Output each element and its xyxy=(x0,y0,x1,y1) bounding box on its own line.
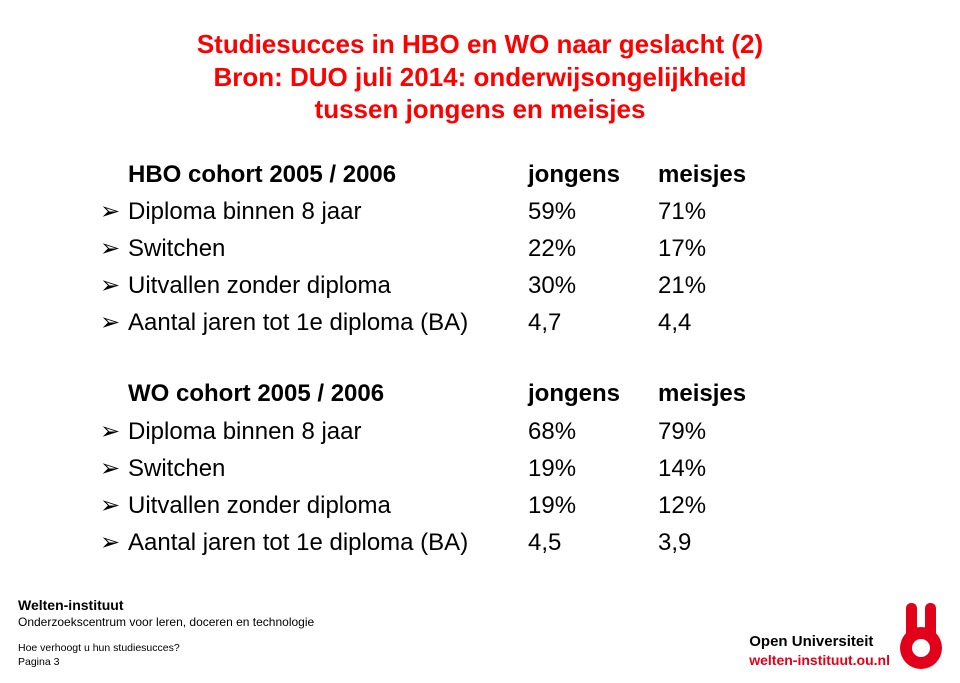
row-c2: 79% xyxy=(658,413,778,450)
footer-page: Pagina 3 xyxy=(18,655,314,669)
table-row: ➢ Switchen 22% 17% xyxy=(100,230,920,267)
row-label: Aantal jaren tot 1e diploma (BA) xyxy=(128,304,528,341)
row-c2: 21% xyxy=(658,267,778,304)
hbo-col2: meisjes xyxy=(658,156,778,193)
hbo-header-row: HBO cohort 2005 / 2006 jongens meisjes xyxy=(100,156,920,193)
row-c1: 19% xyxy=(528,487,658,524)
footer-presentation: Hoe verhoogt u hun studiesucces? xyxy=(18,641,314,655)
bullet-icon: ➢ xyxy=(100,450,128,487)
row-c2: 3,9 xyxy=(658,524,778,561)
row-c2: 71% xyxy=(658,193,778,230)
table-row: ➢ Uitvallen zonder diploma 19% 12% xyxy=(100,487,920,524)
row-c1: 22% xyxy=(528,230,658,267)
table-row: ➢ Diploma binnen 8 jaar 59% 71% xyxy=(100,193,920,230)
row-c2: 4,4 xyxy=(658,304,778,341)
wo-header-label: WO cohort 2005 / 2006 xyxy=(128,375,528,412)
row-label: Diploma binnen 8 jaar xyxy=(128,193,528,230)
footer: Welten-instituut Onderzoekscentrum voor … xyxy=(18,596,942,669)
title-line-1: Studiesucces in HBO en WO naar geslacht … xyxy=(40,28,920,61)
bullet-icon: ➢ xyxy=(100,193,128,230)
hbo-table: HBO cohort 2005 / 2006 jongens meisjes ➢… xyxy=(100,156,920,342)
bullet-icon: ➢ xyxy=(100,413,128,450)
table-row: ➢ Switchen 19% 14% xyxy=(100,450,920,487)
row-c1: 68% xyxy=(528,413,658,450)
hbo-col1: jongens xyxy=(528,156,658,193)
bullet-icon: ➢ xyxy=(100,524,128,561)
wo-col1: jongens xyxy=(528,375,658,412)
footer-wi: welten-instituut.ou.nl xyxy=(749,652,890,670)
hbo-header-label: HBO cohort 2005 / 2006 xyxy=(128,156,528,193)
title-line-2: Bron: DUO juli 2014: onderwijsongelijkhe… xyxy=(40,61,920,94)
row-label: Switchen xyxy=(128,450,528,487)
bullet-icon: ➢ xyxy=(100,267,128,304)
table-row: ➢ Aantal jaren tot 1e diploma (BA) 4,7 4… xyxy=(100,304,920,341)
row-c1: 59% xyxy=(528,193,658,230)
footer-ou: Open Universiteit xyxy=(749,633,890,652)
wo-col2: meisjes xyxy=(658,375,778,412)
row-label: Uitvallen zonder diploma xyxy=(128,267,528,304)
footer-right: Open Universiteit welten-instituut.ou.nl xyxy=(749,603,942,669)
row-c1: 30% xyxy=(528,267,658,304)
row-c2: 14% xyxy=(658,450,778,487)
row-label: Switchen xyxy=(128,230,528,267)
row-c1: 4,7 xyxy=(528,304,658,341)
wo-table: WO cohort 2005 / 2006 jongens meisjes ➢ … xyxy=(100,375,920,561)
title-line-3: tussen jongens en meisjes xyxy=(40,93,920,126)
row-label: Diploma binnen 8 jaar xyxy=(128,413,528,450)
row-c2: 12% xyxy=(658,487,778,524)
row-c1: 4,5 xyxy=(528,524,658,561)
ou-text: Open Universiteit welten-instituut.ou.nl xyxy=(749,633,890,669)
ou-logo-icon xyxy=(900,603,942,669)
bullet-icon: ➢ xyxy=(100,487,128,524)
row-c2: 17% xyxy=(658,230,778,267)
footer-institute: Welten-instituut xyxy=(18,596,314,615)
wo-header-row: WO cohort 2005 / 2006 jongens meisjes xyxy=(100,375,920,412)
table-row: ➢ Diploma binnen 8 jaar 68% 79% xyxy=(100,413,920,450)
table-row: ➢ Aantal jaren tot 1e diploma (BA) 4,5 3… xyxy=(100,524,920,561)
footer-left: Welten-instituut Onderzoekscentrum voor … xyxy=(18,596,314,669)
row-label: Uitvallen zonder diploma xyxy=(128,487,528,524)
title-block: Studiesucces in HBO en WO naar geslacht … xyxy=(40,28,920,126)
table-row: ➢ Uitvallen zonder diploma 30% 21% xyxy=(100,267,920,304)
bullet-icon: ➢ xyxy=(100,230,128,267)
slide: Studiesucces in HBO en WO naar geslacht … xyxy=(0,0,960,683)
row-c1: 19% xyxy=(528,450,658,487)
row-label: Aantal jaren tot 1e diploma (BA) xyxy=(128,524,528,561)
bullet-icon: ➢ xyxy=(100,304,128,341)
footer-subtitle: Onderzoekscentrum voor leren, doceren en… xyxy=(18,614,314,630)
